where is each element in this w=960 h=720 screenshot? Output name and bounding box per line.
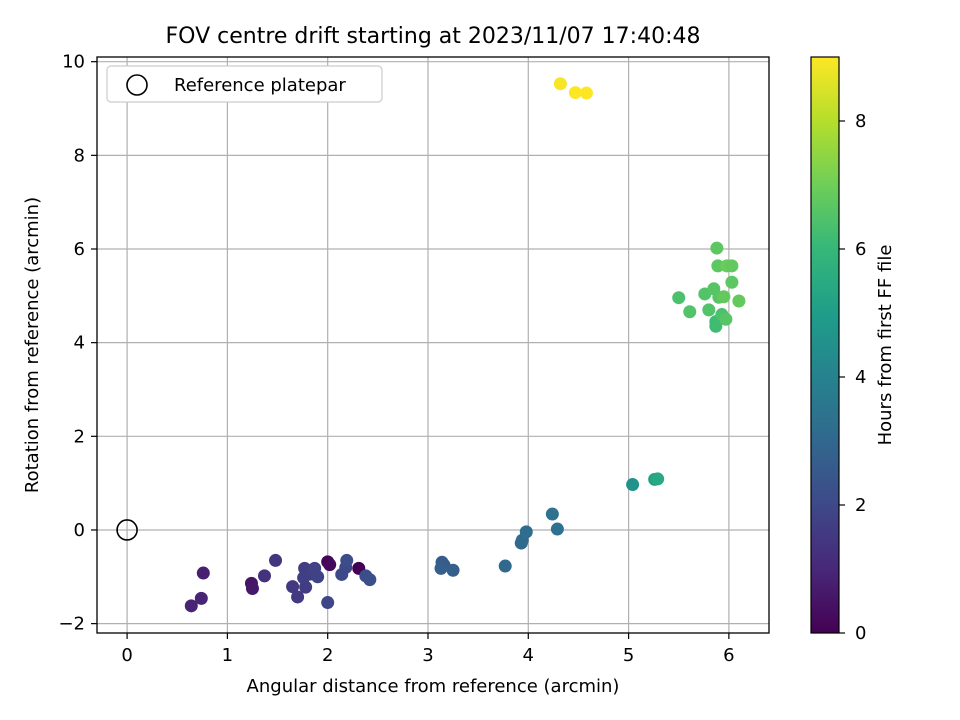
x-tick-label: 0 (121, 645, 132, 666)
data-point (725, 275, 739, 289)
data-point (709, 319, 723, 333)
y-tick-label: 0 (74, 520, 85, 541)
colorbar-gradient (810, 56, 840, 634)
data-point (683, 305, 697, 319)
plot-area: 0 1 2 3 4 5 6 −2 0 2 4 6 8 10 (58, 52, 770, 666)
data-point (719, 312, 733, 326)
legend-box (106, 65, 383, 103)
plot-background (97, 57, 769, 633)
y-tick-label: 4 (74, 333, 85, 354)
x-tick-label: 5 (623, 645, 634, 666)
data-point (626, 478, 640, 492)
data-point (363, 573, 377, 587)
colorbar-tick-label: 8 (855, 111, 866, 132)
y-axis-ticks: −2 0 2 4 6 8 10 (58, 52, 97, 635)
data-point (196, 566, 210, 580)
grid-lines (97, 57, 769, 633)
plot-frame (96, 56, 770, 634)
data-point (257, 569, 271, 583)
data-point (717, 290, 731, 304)
data-point (710, 241, 724, 255)
y-tick-label: 8 (74, 145, 85, 166)
colorbar-label: Hours from first FF file (875, 245, 896, 446)
colorbar-tick-label: 4 (855, 367, 866, 388)
data-point (498, 559, 512, 573)
y-axis-label: Rotation from reference (arcmin) (22, 197, 43, 493)
data-point (711, 259, 725, 273)
data-point (340, 553, 354, 567)
data-point (550, 522, 564, 536)
x-axis-label: Angular distance from reference (arcmin) (247, 676, 620, 697)
data-point (568, 86, 582, 100)
data-point (184, 599, 198, 613)
colorbar-tick-label: 0 (855, 623, 866, 644)
data-point (702, 303, 716, 317)
chart-title: FOV centre drift starting at 2023/11/07 … (166, 24, 701, 49)
y-tick-label: 10 (62, 52, 85, 73)
data-point (446, 563, 460, 577)
legend: Reference platepar (106, 65, 383, 103)
legend-label: Reference platepar (174, 75, 346, 96)
data-point (321, 596, 335, 610)
data-point (672, 291, 686, 305)
y-tick-label: −2 (58, 614, 85, 635)
data-point (725, 259, 739, 273)
data-point (519, 525, 533, 539)
data-point (269, 553, 283, 567)
data-point (545, 507, 559, 521)
data-point (245, 582, 259, 596)
legend-marker-icon (126, 74, 148, 96)
data-point (291, 590, 305, 604)
x-tick-label: 3 (422, 645, 433, 666)
data-point (323, 558, 337, 572)
data-point (286, 580, 300, 594)
data-point (651, 472, 665, 486)
x-tick-label: 2 (322, 645, 333, 666)
x-axis-ticks: 0 1 2 3 4 5 6 (121, 633, 735, 666)
colorbar-tick-label: 2 (855, 495, 866, 516)
data-point (732, 294, 746, 308)
y-tick-label: 6 (74, 239, 85, 260)
data-point (553, 77, 567, 91)
data-point (311, 570, 325, 584)
data-point (434, 561, 448, 575)
colorbar: 0 2 4 6 8 Hours from first FF file (810, 56, 896, 644)
data-point (579, 86, 593, 100)
reference-platepar-marker (116, 519, 138, 541)
x-tick-label: 6 (723, 645, 734, 666)
x-tick-label: 4 (523, 645, 534, 666)
data-point (194, 591, 208, 605)
x-tick-label: 1 (222, 645, 233, 666)
colorbar-tick-label: 6 (855, 239, 866, 260)
data-points (184, 77, 746, 613)
y-tick-label: 2 (74, 426, 85, 447)
colorbar-ticks: 0 2 4 6 8 (839, 111, 866, 644)
